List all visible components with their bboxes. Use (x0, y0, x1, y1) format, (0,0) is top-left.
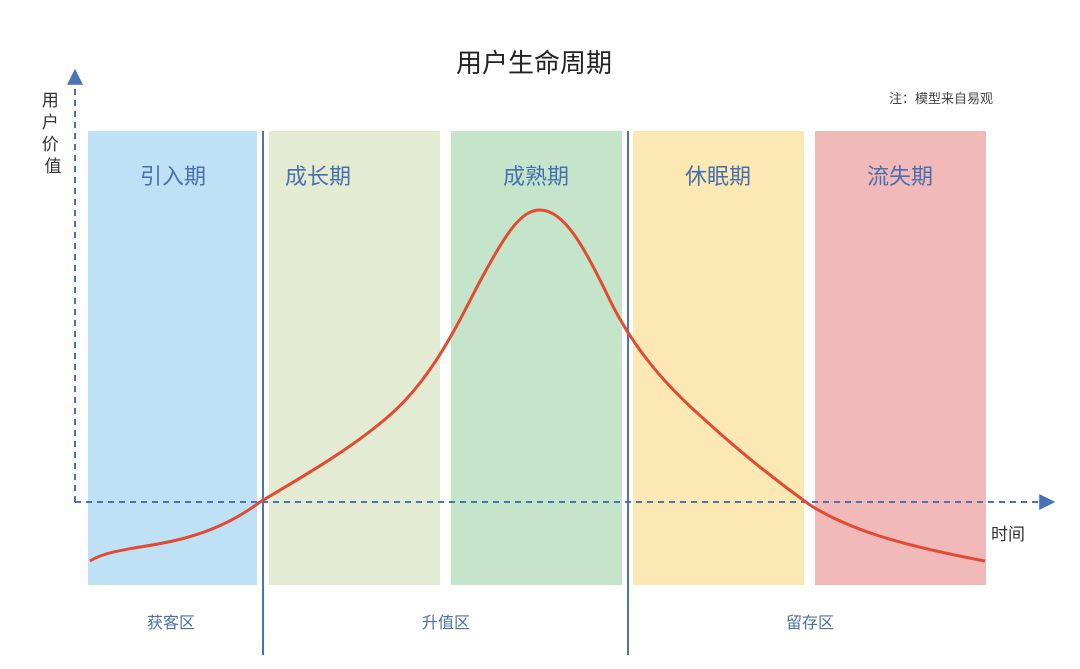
stage-band-churn (815, 131, 986, 585)
stage-label-growth: 成长期 (285, 165, 351, 190)
stage-label-churn: 流失期 (867, 165, 933, 190)
page-title: 用户生命周期 (456, 49, 612, 79)
user-value-curve (89, 208, 986, 563)
stage-label-dormancy: 休眠期 (685, 165, 751, 190)
stage-label-introduction: 引入期 (140, 165, 206, 190)
zone-label-acquisition: 获客区 (147, 613, 195, 632)
stage-band-introduction (88, 131, 257, 585)
stage-band-growth (269, 131, 440, 585)
stage-band-maturity (451, 131, 622, 585)
zone-label-retention: 留存区 (786, 613, 834, 632)
stage-band-dormancy (633, 131, 804, 585)
source-note: 注：模型来自易观 (889, 92, 993, 107)
stage-label-maturity: 成熟期 (503, 165, 569, 190)
zone-label-appreciation: 升值区 (422, 613, 470, 632)
y-axis-label: 用 户 价 值 (42, 91, 64, 177)
x-axis-label: 时间 (991, 525, 1025, 545)
